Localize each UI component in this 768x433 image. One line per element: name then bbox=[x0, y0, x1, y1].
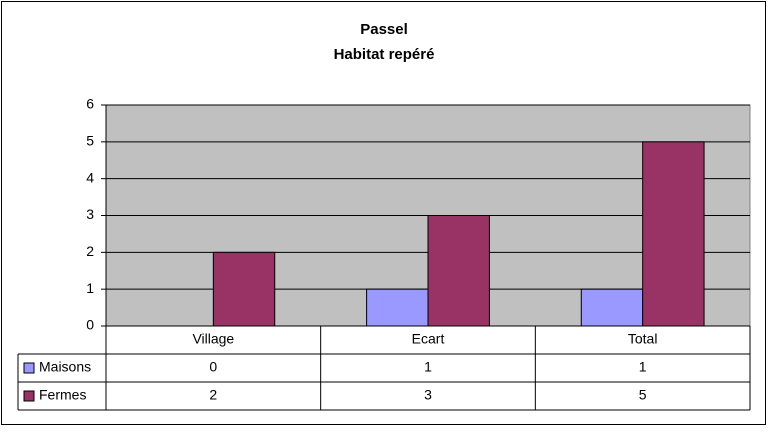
table-value: 5 bbox=[639, 387, 647, 403]
x-tick-label: Total bbox=[628, 331, 658, 347]
legend-swatch bbox=[23, 362, 35, 374]
y-tick-label: 1 bbox=[86, 280, 94, 296]
bar bbox=[642, 141, 705, 327]
y-tick-label: 2 bbox=[86, 243, 94, 259]
y-tick-label: 6 bbox=[86, 96, 94, 112]
chart-title: Passel bbox=[360, 21, 408, 38]
legend-swatch bbox=[23, 390, 35, 402]
table-value: 3 bbox=[424, 387, 432, 403]
table-value: 0 bbox=[209, 359, 217, 375]
bar bbox=[212, 251, 276, 327]
bar bbox=[366, 288, 429, 327]
table-value: 1 bbox=[424, 359, 432, 375]
x-tick-label: Village bbox=[192, 331, 234, 347]
y-tick-label: 3 bbox=[86, 206, 94, 222]
bar bbox=[427, 215, 490, 327]
x-tick-label: Ecart bbox=[412, 331, 445, 347]
legend-label: Maisons bbox=[39, 359, 91, 375]
y-tick-label: 4 bbox=[86, 169, 94, 185]
bar bbox=[580, 288, 644, 327]
chart-subtitle: Habitat repéré bbox=[334, 46, 435, 63]
table-value: 1 bbox=[639, 359, 647, 375]
legend-label: Fermes bbox=[39, 387, 86, 403]
y-tick-label: 0 bbox=[86, 317, 94, 333]
table-value: 2 bbox=[209, 387, 217, 403]
y-tick-label: 5 bbox=[86, 133, 94, 149]
